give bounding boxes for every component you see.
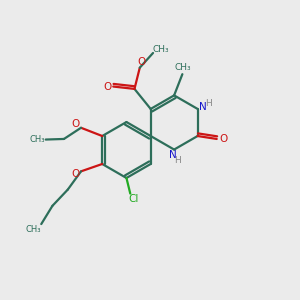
Text: O: O xyxy=(104,82,112,92)
Text: CH₃: CH₃ xyxy=(175,63,191,72)
Text: Cl: Cl xyxy=(128,194,138,205)
Text: O: O xyxy=(219,134,227,144)
Text: H: H xyxy=(206,99,212,108)
Text: CH₃: CH₃ xyxy=(25,225,41,234)
Text: CH₃: CH₃ xyxy=(153,45,169,54)
Text: N: N xyxy=(169,150,176,161)
Text: N: N xyxy=(199,103,207,112)
Text: O: O xyxy=(72,169,80,179)
Text: H: H xyxy=(174,156,181,165)
Text: CH₃: CH₃ xyxy=(30,135,45,144)
Text: O: O xyxy=(72,119,80,129)
Text: O: O xyxy=(137,57,146,68)
